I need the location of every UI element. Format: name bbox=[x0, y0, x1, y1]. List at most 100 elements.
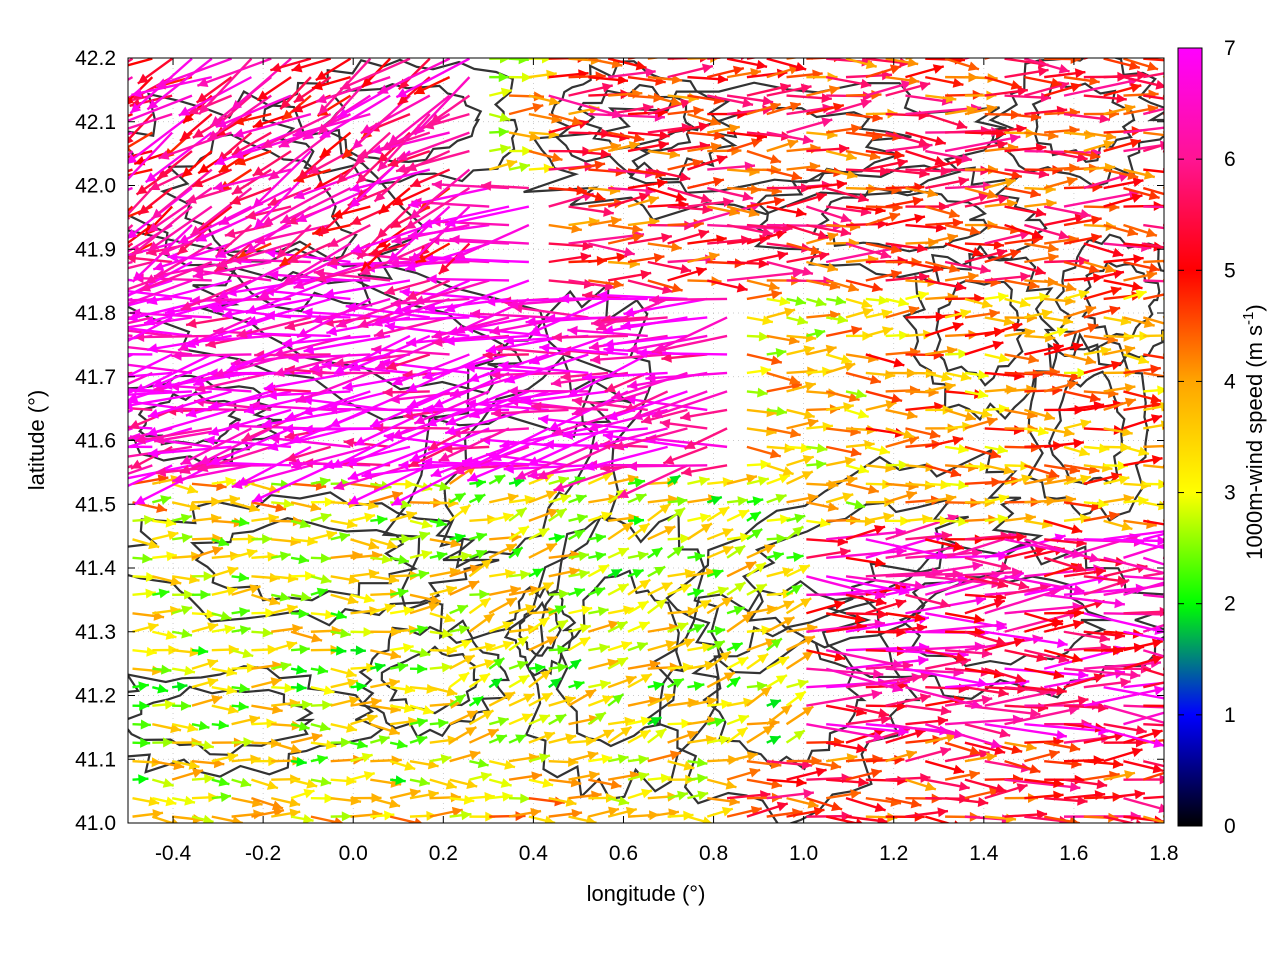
wind-vector-head bbox=[579, 623, 591, 634]
wind-vector bbox=[499, 427, 589, 450]
wind-vector-shaft bbox=[984, 688, 1061, 707]
wind-vector bbox=[627, 477, 646, 488]
wind-vector bbox=[1043, 619, 1084, 633]
wind-vector bbox=[647, 640, 677, 652]
wind-vector bbox=[627, 515, 645, 526]
wind-vector bbox=[370, 810, 395, 821]
wind-vector-head bbox=[207, 622, 219, 633]
wind-vector-shaft bbox=[865, 533, 946, 559]
wind-vector-shaft bbox=[1143, 482, 1164, 486]
wind-vector-head bbox=[1166, 441, 1176, 451]
wind-vector-head bbox=[553, 482, 565, 492]
wind-vector bbox=[1083, 575, 1128, 586]
wind-vector bbox=[488, 691, 516, 707]
wind-vector bbox=[409, 569, 430, 580]
wind-vector-head bbox=[854, 613, 866, 624]
wind-vector-head bbox=[610, 779, 622, 790]
wind-vector bbox=[1142, 771, 1164, 781]
wind-vector bbox=[271, 774, 301, 785]
wind-vector bbox=[924, 723, 1002, 749]
wind-vector bbox=[825, 612, 866, 624]
wind-vector-head bbox=[544, 815, 556, 823]
wind-vector bbox=[489, 585, 522, 596]
wind-vector-shaft bbox=[826, 722, 909, 734]
wind-vector bbox=[350, 713, 378, 726]
wind-vector bbox=[1004, 760, 1041, 774]
wind-vector bbox=[766, 514, 791, 525]
terrain-contour bbox=[358, 625, 510, 739]
wind-vector bbox=[389, 588, 409, 598]
wind-vector-head bbox=[776, 533, 787, 544]
wind-vector-head bbox=[139, 700, 150, 711]
wind-vector-head bbox=[587, 750, 599, 761]
wind-vector-head bbox=[696, 757, 708, 768]
wind-vector-head bbox=[1078, 446, 1090, 457]
wind-vector-head bbox=[187, 722, 198, 733]
wind-vector bbox=[449, 778, 478, 789]
wind-vector-head bbox=[516, 660, 528, 671]
wind-vector-head bbox=[531, 771, 542, 782]
wind-vector-head bbox=[694, 551, 705, 562]
wind-vector bbox=[588, 754, 613, 765]
wind-vector-head bbox=[450, 538, 461, 549]
wind-vector bbox=[587, 711, 607, 726]
wind-vector-head bbox=[1165, 463, 1175, 473]
wind-vector-head bbox=[429, 594, 441, 605]
wind-vector-head bbox=[51, 384, 62, 393]
wind-vector-head bbox=[870, 768, 882, 779]
wind-vector-head bbox=[792, 526, 804, 537]
wind-vector-head bbox=[874, 802, 886, 813]
wind-vector-head bbox=[1069, 781, 1081, 792]
wind-vector-head bbox=[1160, 420, 1164, 431]
wind-vector-head bbox=[702, 816, 712, 823]
wind-vector bbox=[805, 796, 843, 812]
wind-vector-head bbox=[922, 514, 933, 525]
wind-vector bbox=[350, 645, 366, 656]
wind-vector-head bbox=[816, 443, 828, 454]
wind-vector-head bbox=[750, 805, 762, 816]
wind-vector bbox=[409, 776, 431, 787]
wind-vector-head bbox=[540, 669, 552, 681]
wind-vector bbox=[766, 493, 787, 504]
wind-vector-head bbox=[1056, 729, 1067, 740]
wind-vector-head bbox=[311, 633, 323, 643]
wind-vector bbox=[607, 656, 629, 670]
wind-vector-head bbox=[513, 477, 525, 488]
wind-vector-head bbox=[130, 459, 143, 469]
wind-vector-head bbox=[905, 750, 917, 760]
wind-vector bbox=[231, 648, 254, 659]
wind-vector-shaft bbox=[806, 575, 886, 599]
wind-vector-shaft bbox=[885, 572, 963, 578]
wind-vector-head bbox=[638, 771, 650, 782]
wind-vector bbox=[271, 623, 303, 634]
wind-vector-head bbox=[320, 512, 332, 523]
wind-vector bbox=[845, 499, 866, 510]
wind-vector-head bbox=[348, 696, 360, 706]
wind-vector-head bbox=[236, 476, 249, 486]
wind-vector-head bbox=[199, 455, 211, 465]
wind-vector bbox=[449, 709, 479, 726]
wind-vector bbox=[488, 493, 519, 504]
wind-vector bbox=[350, 593, 375, 604]
wind-vector-shaft bbox=[1083, 723, 1164, 747]
wind-vector bbox=[1143, 722, 1164, 727]
wind-vector-head bbox=[148, 796, 160, 807]
wind-vector bbox=[270, 796, 301, 808]
wind-vector bbox=[132, 700, 150, 711]
wind-vector bbox=[231, 714, 261, 726]
wind-vector bbox=[964, 752, 997, 763]
wind-vector bbox=[528, 490, 558, 504]
wind-vector bbox=[269, 434, 351, 449]
wind-vector-head bbox=[65, 349, 75, 359]
wind-vector bbox=[607, 605, 635, 616]
wind-vector-head bbox=[1011, 744, 1023, 755]
wind-vector bbox=[543, 439, 629, 450]
wind-vector bbox=[568, 605, 593, 616]
wind-vector bbox=[746, 801, 789, 818]
wind-vector-head bbox=[542, 778, 554, 788]
wind-vector-head bbox=[827, 502, 839, 512]
wind-vector-head bbox=[958, 781, 970, 792]
wind-vector-head bbox=[1151, 455, 1163, 465]
wind-vector-head bbox=[782, 466, 794, 476]
wind-vector bbox=[449, 580, 480, 596]
